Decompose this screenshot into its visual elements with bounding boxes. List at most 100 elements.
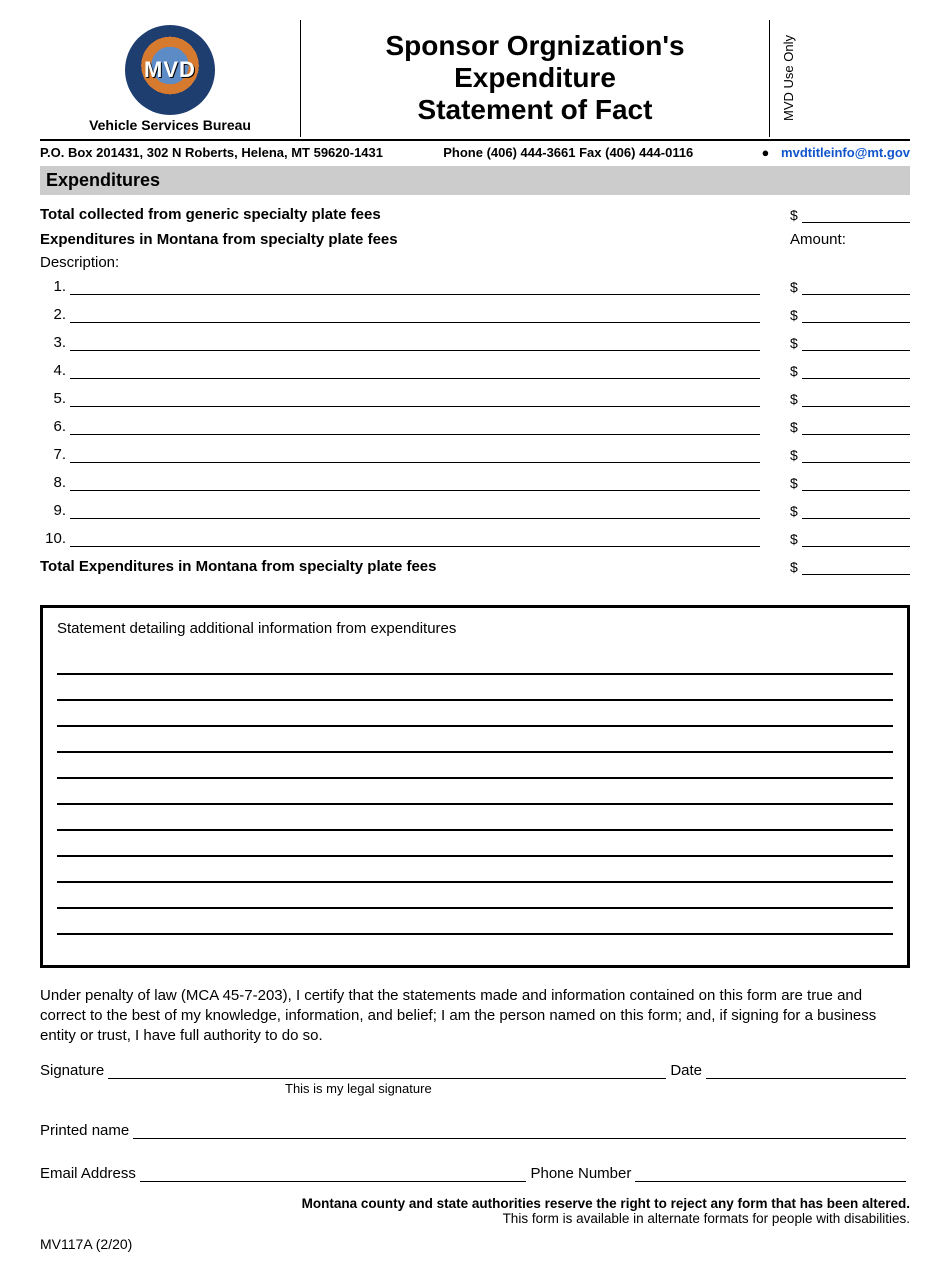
section-expenditures-header: Expenditures: [40, 166, 910, 195]
amount-input[interactable]: [802, 305, 910, 323]
dollar-sign: $: [790, 207, 798, 223]
statement-line[interactable]: [57, 703, 893, 727]
form-code: MV117A (2/20): [40, 1236, 910, 1252]
line-number: 10.: [40, 530, 70, 547]
line-item: 1.$: [40, 277, 910, 295]
signature-label: Signature: [40, 1062, 104, 1079]
description-input[interactable]: [70, 305, 760, 323]
form-header: MVD Vehicle Services Bureau Sponsor Orgn…: [40, 20, 910, 137]
title-block: Sponsor Orgnization's Expenditure Statem…: [300, 20, 770, 137]
statement-line[interactable]: [57, 677, 893, 701]
expenditures-label: Expenditures in Montana from specialty p…: [40, 231, 790, 248]
seal-abbr: MVD: [144, 57, 196, 83]
printed-name-label: Printed name: [40, 1122, 129, 1139]
email-address-label: Email Address: [40, 1165, 136, 1182]
line-item: 7.$: [40, 445, 910, 463]
email-wrap: ● mvdtitleinfo@mt.gov: [754, 145, 910, 160]
line-number: 5.: [40, 390, 70, 407]
description-input[interactable]: [70, 445, 760, 463]
line-number: 9.: [40, 502, 70, 519]
line-item: 4.$: [40, 361, 910, 379]
line-item: 8.$: [40, 473, 910, 491]
description-input[interactable]: [70, 361, 760, 379]
line-number: 8.: [40, 474, 70, 491]
statement-box: Statement detailing additional informati…: [40, 605, 910, 968]
description-input[interactable]: [70, 389, 760, 407]
amount-input[interactable]: [802, 473, 910, 491]
description-input[interactable]: [70, 473, 760, 491]
description-input[interactable]: [70, 417, 760, 435]
total-expenditures-label: Total Expenditures in Montana from speci…: [40, 558, 436, 575]
dollar-sign: $: [790, 559, 798, 575]
amount-input[interactable]: [802, 445, 910, 463]
phone-fax: Phone (406) 444-3661 Fax (406) 444-0116: [443, 145, 693, 160]
statement-line[interactable]: [57, 807, 893, 831]
mvd-use-only-label: MVD Use Only: [782, 35, 796, 121]
line-number: 3.: [40, 334, 70, 351]
line-items: 1.$ 2.$ 3.$ 4.$ 5.$ 6.$ 7.$ 8.$ 9.$ 10.$: [40, 277, 910, 547]
title-line-3: Statement of Fact: [418, 94, 653, 125]
statement-line[interactable]: [57, 859, 893, 883]
amount-input[interactable]: [802, 277, 910, 295]
description-label: Description:: [40, 254, 910, 271]
amount-input[interactable]: [802, 389, 910, 407]
line-number: 1.: [40, 278, 70, 295]
title-line-1: Sponsor Orgnization's: [385, 30, 684, 61]
amount-input[interactable]: [802, 361, 910, 379]
footer-warning: Montana county and state authorities res…: [40, 1196, 910, 1211]
description-input[interactable]: [70, 501, 760, 519]
date-input[interactable]: [706, 1063, 906, 1079]
description-input[interactable]: [70, 529, 760, 547]
email-link[interactable]: mvdtitleinfo@mt.gov: [781, 145, 910, 160]
total-collected-input[interactable]: [802, 205, 910, 223]
mvd-use-only-block: MVD Use Only: [770, 20, 910, 137]
contact-row: Email Address Phone Number: [40, 1165, 910, 1182]
line-item: 9.$: [40, 501, 910, 519]
statement-line[interactable]: [57, 781, 893, 805]
statement-line[interactable]: [57, 833, 893, 857]
signature-input[interactable]: [108, 1063, 666, 1079]
statement-line[interactable]: [57, 651, 893, 675]
total-expenditures-amount: $: [790, 557, 910, 575]
amount-input[interactable]: [802, 417, 910, 435]
logo-block: MVD Vehicle Services Bureau: [40, 25, 300, 137]
total-expenditures-row: Total Expenditures in Montana from speci…: [40, 557, 910, 575]
signature-row: Signature Date: [40, 1062, 910, 1079]
amount-input[interactable]: [802, 501, 910, 519]
total-collected-amount: $: [790, 205, 910, 223]
phone-number-input[interactable]: [635, 1166, 906, 1182]
statement-line[interactable]: [57, 729, 893, 753]
certification-text: Under penalty of law (MCA 45-7-203), I c…: [40, 986, 910, 1047]
line-item: 2.$: [40, 305, 910, 323]
statement-line[interactable]: [57, 911, 893, 935]
title-line-2: Expenditure: [454, 62, 616, 93]
line-number: 6.: [40, 418, 70, 435]
form-title: Sponsor Orgnization's Expenditure Statem…: [385, 30, 684, 127]
date-label: Date: [670, 1062, 702, 1079]
line-item: 3.$: [40, 333, 910, 351]
contact-bar: P.O. Box 201431, 302 N Roberts, Helena, …: [40, 141, 910, 166]
address: P.O. Box 201431, 302 N Roberts, Helena, …: [40, 145, 383, 160]
bullet-icon: ●: [762, 145, 770, 160]
footer-accessibility-note: This form is available in alternate form…: [40, 1211, 910, 1226]
mvd-seal-icon: MVD: [125, 25, 215, 115]
description-input[interactable]: [70, 333, 760, 351]
statement-line[interactable]: [57, 885, 893, 909]
description-input[interactable]: [70, 277, 760, 295]
line-item: 5.$: [40, 389, 910, 407]
bureau-name: Vehicle Services Bureau: [40, 117, 300, 133]
line-number: 2.: [40, 306, 70, 323]
line-number: 4.: [40, 362, 70, 379]
email-address-input[interactable]: [140, 1166, 527, 1182]
amount-input[interactable]: [802, 529, 910, 547]
signature-caption: This is my legal signature: [40, 1081, 910, 1096]
printed-name-input[interactable]: [133, 1123, 906, 1139]
statement-line[interactable]: [57, 755, 893, 779]
total-collected-row: Total collected from generic specialty p…: [40, 205, 910, 223]
total-collected-label: Total collected from generic specialty p…: [40, 206, 381, 223]
statement-box-title: Statement detailing additional informati…: [57, 620, 893, 637]
printed-name-row: Printed name: [40, 1122, 910, 1139]
total-expenditures-input[interactable]: [802, 557, 910, 575]
line-number: 7.: [40, 446, 70, 463]
amount-input[interactable]: [802, 333, 910, 351]
